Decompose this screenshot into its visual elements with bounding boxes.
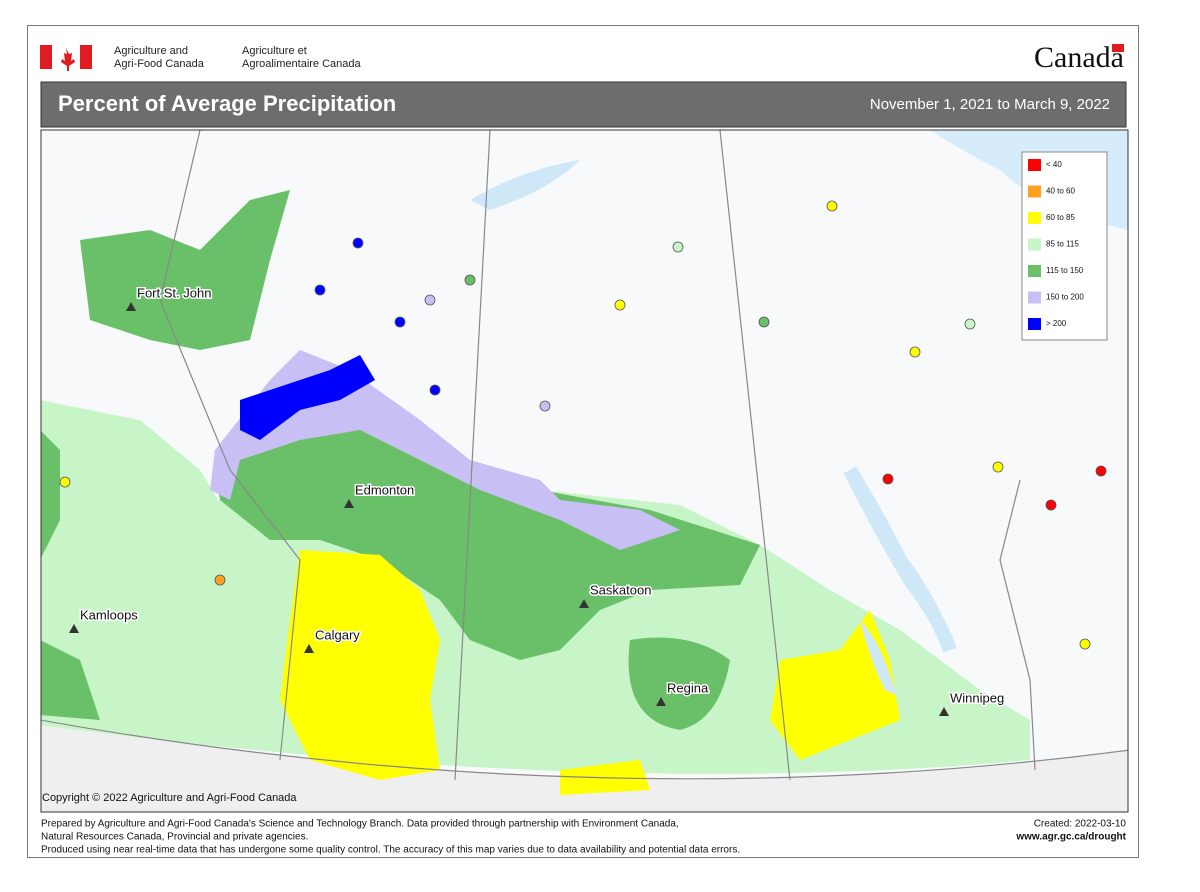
legend-label: < 40 [1046,160,1062,169]
map-border [40,129,1129,813]
department-fr: Agriculture et [242,45,307,57]
legend-label: 115 to 150 [1046,266,1084,275]
title-bar [40,81,1127,128]
legend-label: 85 to 115 [1046,240,1079,249]
map-title: Percent of Average Precipitation [58,91,396,116]
city-label: Kamloops [80,607,138,622]
legend-swatch [1028,159,1041,171]
source-url: www.agr.gc.ca/drought [1015,832,1126,843]
city-marker [69,624,79,633]
city-label: Saskatoon [590,582,651,597]
places: Fort St. John Edmonton Saskatoon Kamloops Ca… [69,284,1006,716]
map-area [41,130,1128,812]
page-frame [27,25,1139,858]
legend-swatch [1028,265,1041,277]
legend-label: 60 to 85 [1046,213,1075,222]
city-label: Regina [667,680,709,695]
credits: Produced using near real-time data that … [41,845,740,856]
city-label: Edmonton [355,482,414,497]
created-date: Created: 2022-03-10 [1034,819,1127,830]
legend-swatch [1028,212,1041,224]
legend-label: 150 to 200 [1046,293,1084,302]
legend-swatch [1028,185,1041,198]
legend-swatch [1028,318,1041,330]
credits: Natural Resources Canada, Provincial and… [41,832,308,843]
city-marker [126,302,136,311]
legend-label: 40 to 60 [1046,187,1075,196]
city-label: Winnipeg [950,690,1004,705]
city-marker [344,499,354,508]
legend: < 40 40 to 60 60 to 85 85 to 115 115 to 150 1… [1028,159,1084,330]
city-label: Calgary [315,627,360,642]
department-fr: Agroalimentaire Canada [242,58,362,70]
city-marker [656,697,666,706]
legend-swatch [1028,238,1041,251]
department-en: Agri-Food Canada [114,58,205,70]
legend-label: > 200 [1046,319,1067,328]
copyright: Copyright © 2022 Agriculture and Agri-Fo… [42,792,297,804]
city-label: Fort St. John [137,285,211,300]
canada-flag [40,45,92,71]
city-marker [579,599,589,608]
wordmark-flag [1112,44,1124,52]
legend-box [1021,151,1108,341]
department-en: Agriculture and [114,45,188,57]
legend-swatch [1028,291,1041,304]
credits: Prepared by Agriculture and Agri-Food Ca… [41,819,679,830]
city-marker [939,707,949,716]
date-range: November 1, 2021 to March 9, 2022 [870,96,1110,113]
wordmark: Canada [1034,41,1124,74]
city-marker [304,644,314,653]
